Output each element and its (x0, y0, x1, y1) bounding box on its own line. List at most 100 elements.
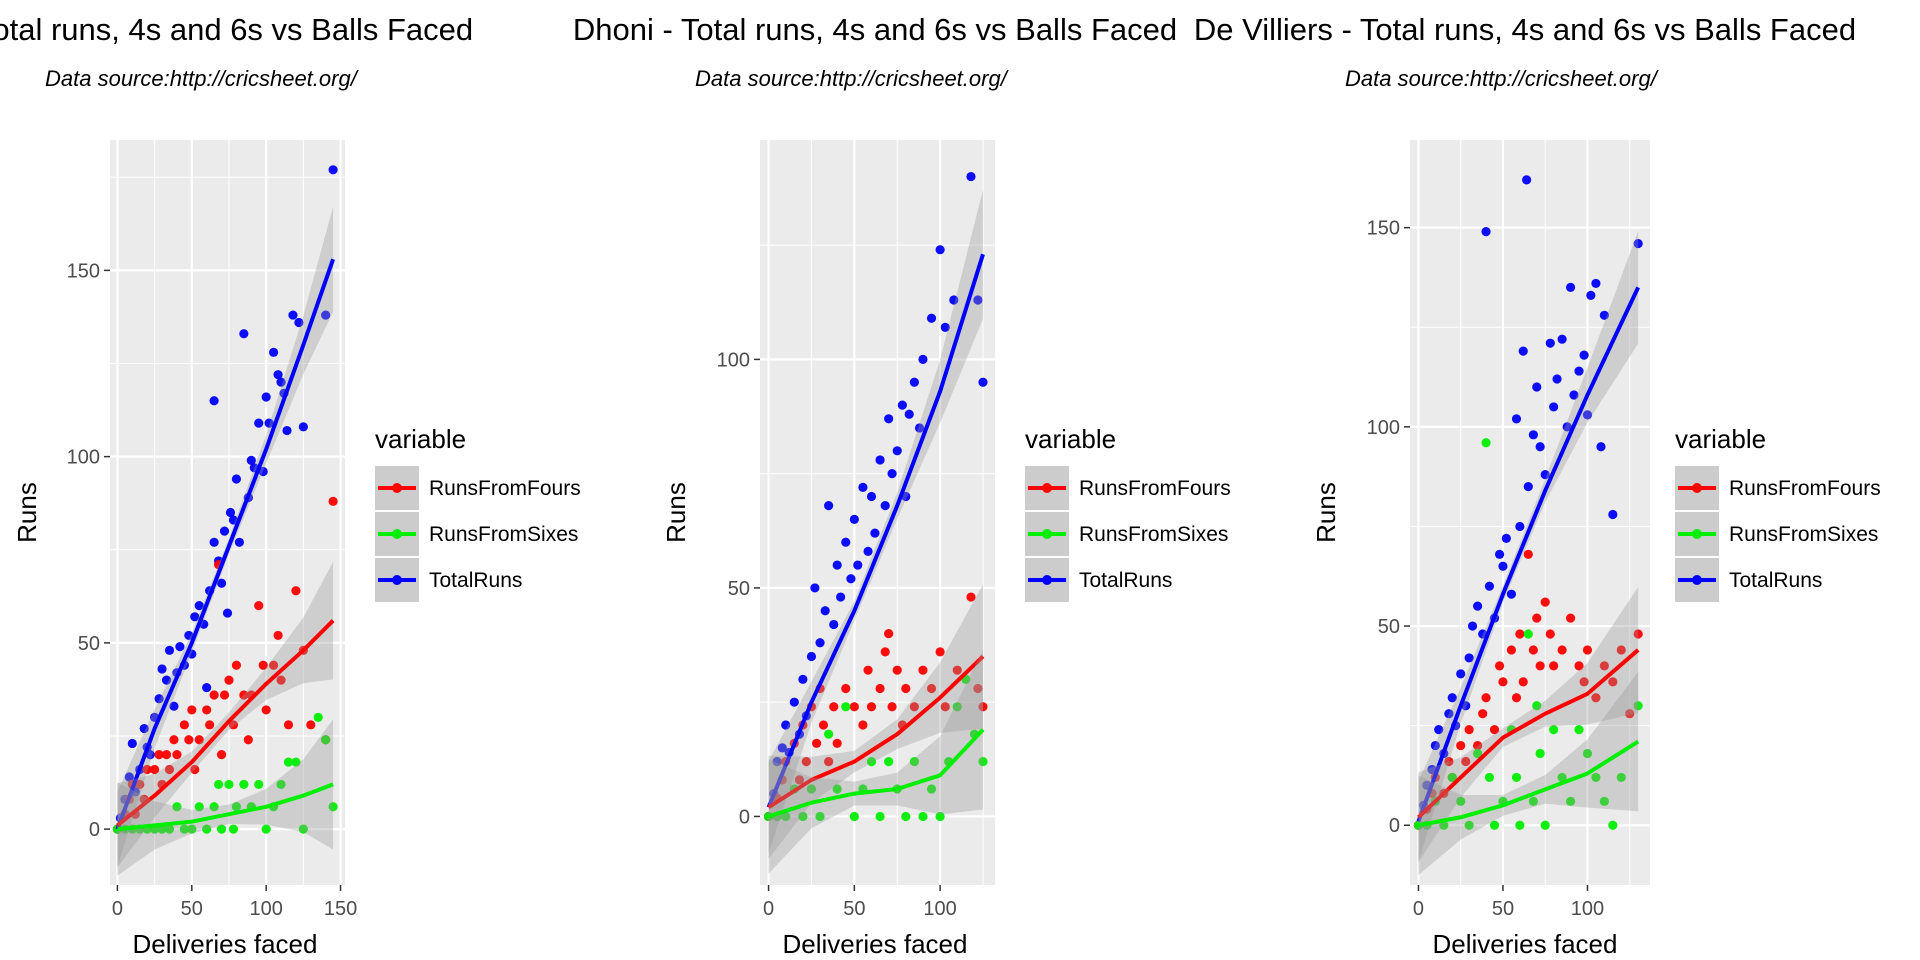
data-point (224, 779, 234, 790)
data-point (1633, 701, 1643, 711)
data-point (918, 354, 928, 364)
data-point (288, 310, 298, 320)
data-point (231, 660, 242, 670)
data-point (239, 779, 249, 790)
data-point (829, 619, 839, 630)
y-tick-label: 150 (67, 260, 100, 282)
data-point (926, 683, 937, 694)
data-point (202, 682, 212, 693)
data-point (1511, 414, 1522, 424)
data-point (940, 322, 950, 332)
data-point (1484, 581, 1495, 591)
data-point (1515, 820, 1525, 830)
data-point (1616, 772, 1626, 783)
data-point (1481, 227, 1491, 237)
chart-title: Total runs, 4s and 6s vs Balls Faced (0, 12, 473, 47)
trend-line (766, 253, 985, 809)
data-point (1599, 310, 1609, 320)
data-point (231, 474, 242, 484)
data-point (935, 245, 945, 255)
data-point (190, 612, 200, 622)
data-point (815, 811, 825, 822)
confidence-band (768, 649, 983, 874)
x-tick-label: 100 (249, 898, 282, 920)
data-point (298, 422, 308, 432)
data-point (328, 802, 338, 812)
data-point (1478, 709, 1488, 719)
data-point (1464, 653, 1474, 663)
x-tick-label: 50 (1492, 898, 1514, 920)
x-tick-label: 50 (181, 898, 203, 920)
data-point (1557, 772, 1567, 783)
data-point (1528, 430, 1538, 440)
data-point (973, 295, 983, 305)
data-point (1473, 740, 1483, 751)
data-point (209, 802, 219, 812)
legend-key-point (392, 483, 402, 493)
data-point (1498, 561, 1508, 571)
data-point (901, 683, 911, 694)
data-point (139, 723, 149, 734)
data-point (1557, 645, 1567, 655)
data-point (321, 310, 331, 320)
x-tick-label: 0 (112, 898, 123, 920)
data-point (832, 738, 842, 748)
legend-key-point (1692, 483, 1702, 493)
data-point (781, 811, 791, 822)
data-point (1456, 669, 1466, 679)
data-point (1591, 278, 1601, 289)
data-point (1565, 282, 1576, 293)
data-point (1633, 238, 1643, 249)
data-point (1535, 748, 1545, 759)
data-point (1447, 772, 1457, 783)
x-tick-label: 50 (843, 898, 865, 920)
data-point (228, 720, 239, 730)
data-point (824, 729, 834, 739)
data-point (135, 779, 145, 790)
data-point (1579, 677, 1589, 687)
data-point (918, 665, 928, 675)
data-point (841, 702, 851, 712)
data-point (124, 772, 134, 782)
x-axis-label: Deliveries faced (783, 929, 968, 959)
data-point (1557, 334, 1567, 344)
data-point (222, 608, 233, 618)
data-point (216, 824, 227, 834)
data-point (926, 313, 937, 323)
data-point (909, 756, 919, 767)
data-point (1444, 709, 1454, 719)
data-point (952, 702, 962, 712)
data-point (127, 738, 137, 749)
data-point (216, 750, 227, 760)
data-point (231, 802, 242, 812)
data-point (815, 638, 825, 648)
data-point (1434, 725, 1444, 735)
data-point (154, 694, 164, 704)
data-point (1599, 661, 1609, 671)
data-point (935, 811, 945, 822)
data-point (806, 784, 817, 794)
legend-label: TotalRuns (429, 569, 522, 592)
data-point (1444, 756, 1454, 767)
data-point (1535, 661, 1545, 671)
data-point (880, 647, 890, 657)
data-point (772, 756, 782, 767)
chart-3: De Villiers - Total runs, 4s and 6s vs B… (1194, 12, 1881, 959)
data-point (264, 418, 274, 428)
data-point (966, 171, 976, 182)
data-point (914, 423, 925, 433)
data-point (1515, 629, 1525, 639)
data-point (949, 295, 959, 305)
x-tick-label: 150 (324, 898, 357, 920)
chart-subtitle: Data source:http://cricsheet.org/ (45, 66, 359, 91)
data-point (172, 802, 182, 812)
data-point (978, 702, 988, 712)
data-point (1616, 645, 1626, 655)
data-point (1427, 764, 1437, 775)
chart-subtitle: Data source:http://cricsheet.org/ (695, 66, 1009, 91)
data-point (1633, 629, 1643, 639)
data-point (940, 702, 950, 712)
data-point (1545, 338, 1555, 348)
data-point (1484, 772, 1495, 783)
data-point (1608, 820, 1618, 830)
